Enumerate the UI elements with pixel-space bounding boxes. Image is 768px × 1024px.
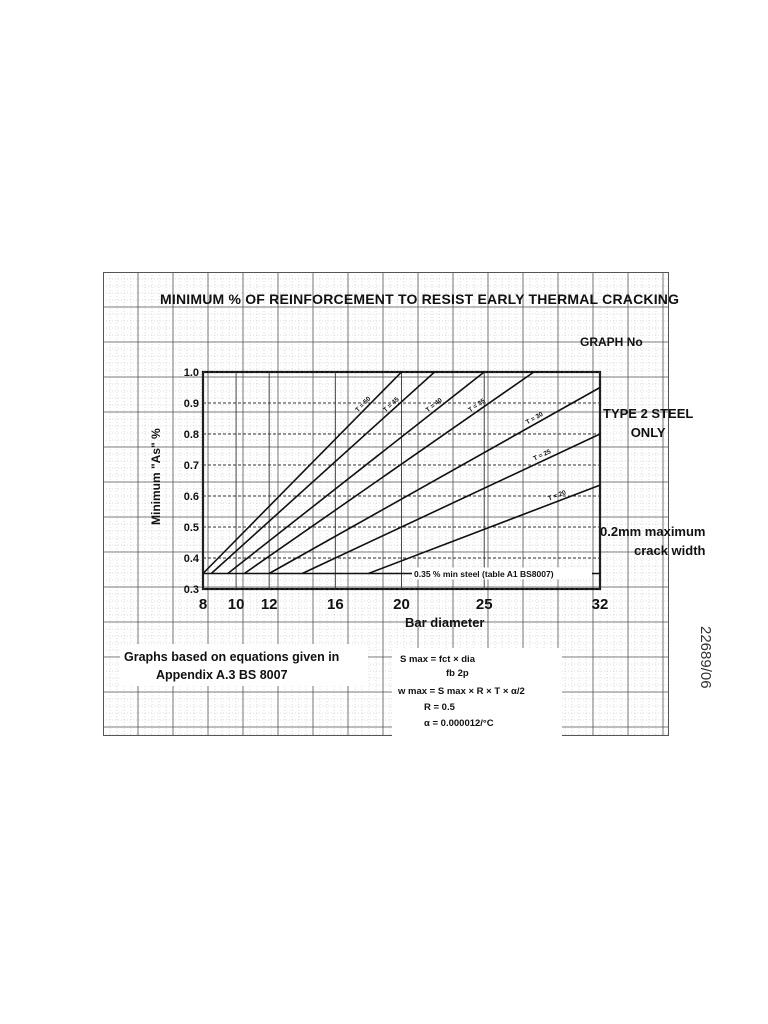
series-line [301,433,601,575]
handwritten-reference: 22689/06 [697,626,714,689]
formula-s-max-denominators: fb 2p [446,668,469,679]
series-line [268,386,601,575]
crack-width-line2: crack width [633,543,706,558]
axis-ticks: 8 10 12 16 20 25 32 0.3 0.4 0.5 0.6 0.7 0.8 0.9 1.0 [184,367,609,613]
crack-width-annotation: 0.2mm maximum crack width [600,522,706,560]
type-steel-annotation: TYPE 2 STEEL ONLY [603,404,693,442]
series-line [202,371,403,575]
x-tick-label: 12 [261,596,278,613]
x-tick-label: 10 [228,596,245,613]
series-line [243,371,535,575]
formula-w-max: w max = S max × R × T × α/2 [398,686,525,697]
crack-width-line1: 0.2mm maximum [600,524,706,539]
chart-title: MINIMUM % OF REINFORCEMENT TO RESIST EAR… [160,291,680,307]
y-tick-label: 0.7 [184,460,199,472]
formula-block: S max = fct × dia fb 2p w max = S max × … [392,648,562,740]
x-tick-label: 8 [199,596,207,613]
y-axis-label: Minimum "As" % [149,428,163,525]
y-tick-label: 0.6 [184,491,199,503]
baseline-label: 0.35 % min steel (table A1 BS8007) [414,569,554,579]
source-note-line1: Graphs based on equations given in [124,650,340,664]
series-line [368,484,601,575]
plot-grid-lines [202,371,601,590]
formula-alpha: α = 0.000012/°C [424,718,494,729]
formula-r: R = 0.5 [424,702,455,713]
baseline-label-bg [412,567,592,580]
source-note: Graphs based on equations given in Appen… [120,644,368,686]
series-line [210,371,436,575]
type-steel-line1: TYPE 2 STEEL [603,406,694,421]
sheet-border [103,272,669,736]
baseline-annotation: 0.35 % min steel (table A1 BS8007) [203,567,600,580]
y-tick-label: 0.9 [184,398,199,410]
y-tick-label: 0.5 [184,522,199,534]
x-axis-label: Bar diameter [405,615,485,630]
y-tick-label: 0.4 [184,553,200,565]
type-steel-line2: ONLY [630,425,666,440]
series-lines [202,371,601,575]
y-tick-label: 0.3 [184,584,199,596]
x-tick-label: 25 [476,596,493,613]
source-note-line2: Appendix A.3 BS 8007 [156,668,288,682]
x-tick-label: 20 [393,596,410,613]
series-label: T = 20 [547,489,567,502]
graph-number-label: GRAPH No [580,335,643,349]
y-tick-label: 1.0 [184,367,199,379]
x-tick-label: 32 [592,596,609,613]
minor-grid [103,272,669,736]
series-line [227,371,485,575]
y-tick-label: 0.8 [184,429,199,441]
x-tick-label: 16 [327,596,344,613]
formula-s-max: S max = fct × dia [400,654,475,665]
